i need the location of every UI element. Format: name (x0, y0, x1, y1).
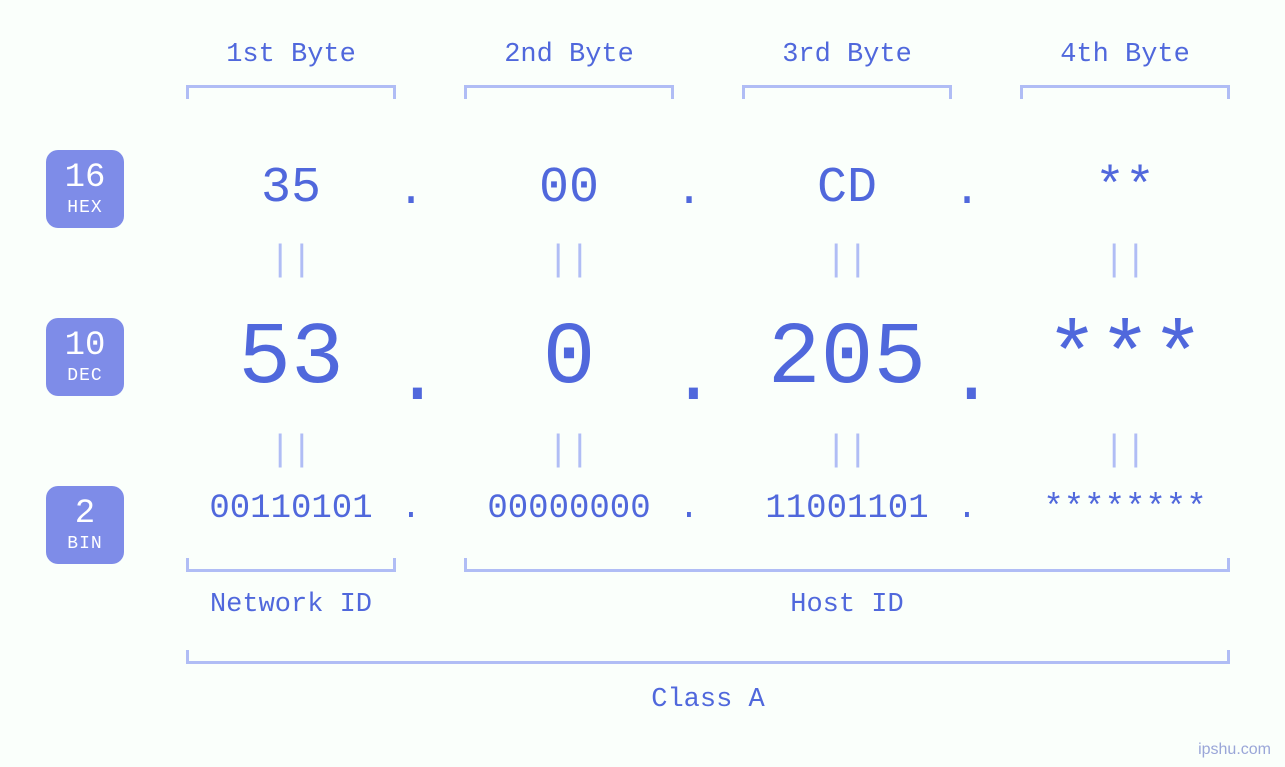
badge-bin-txt: BIN (67, 535, 102, 553)
eq-1-2: || (454, 240, 684, 281)
dec-byte-3: 205 (732, 310, 962, 409)
network-id-label: Network ID (176, 590, 406, 620)
bin-byte-4: ******** (1010, 490, 1240, 528)
ip-diagram: 16 HEX 10 DEC 2 BIN 1st Byte 2nd Byte 3r… (0, 0, 1285, 767)
badge-hex: 16 HEX (46, 150, 124, 228)
badge-dec-num: 10 (65, 329, 106, 363)
byte-header-4: 4th Byte (1010, 40, 1240, 70)
eq-2-4: || (1010, 430, 1240, 471)
top-bracket-1 (186, 85, 396, 99)
bin-dot-2: . (674, 490, 704, 528)
dec-byte-4: *** (1010, 310, 1240, 409)
badge-hex-txt: HEX (67, 199, 102, 217)
hex-dot-1: . (396, 165, 426, 217)
top-bracket-2 (464, 85, 674, 99)
eq-2-2: || (454, 430, 684, 471)
hex-dot-2: . (674, 165, 704, 217)
badge-bin: 2 BIN (46, 486, 124, 564)
watermark: ipshu.com (1198, 741, 1271, 759)
host-id-label: Host ID (454, 590, 1240, 620)
dec-dot-1: . (394, 335, 434, 423)
eq-2-3: || (732, 430, 962, 471)
byte-header-3: 3rd Byte (732, 40, 962, 70)
dec-dot-2: . (670, 335, 710, 423)
class-bracket (186, 650, 1230, 664)
byte-header-1: 1st Byte (176, 40, 406, 70)
dec-byte-2: 0 (454, 310, 684, 409)
hex-byte-3: CD (732, 160, 962, 217)
hex-byte-2: 00 (454, 160, 684, 217)
dec-dot-3: . (948, 335, 988, 423)
bin-byte-3: 11001101 (732, 490, 962, 528)
badge-bin-num: 2 (75, 497, 95, 531)
dec-byte-1: 53 (176, 310, 406, 409)
bin-byte-1: 00110101 (176, 490, 406, 528)
class-label: Class A (186, 685, 1230, 715)
badge-dec: 10 DEC (46, 318, 124, 396)
bin-dot-1: . (396, 490, 426, 528)
bin-byte-2: 00000000 (454, 490, 684, 528)
byte-header-2: 2nd Byte (454, 40, 684, 70)
host-bracket (464, 558, 1230, 572)
hex-byte-4: ** (1010, 160, 1240, 217)
eq-1-3: || (732, 240, 962, 281)
bin-dot-3: . (952, 490, 982, 528)
badge-hex-num: 16 (65, 161, 106, 195)
network-bracket (186, 558, 396, 572)
badge-dec-txt: DEC (67, 367, 102, 385)
eq-1-4: || (1010, 240, 1240, 281)
hex-byte-1: 35 (176, 160, 406, 217)
top-bracket-3 (742, 85, 952, 99)
hex-dot-3: . (952, 165, 982, 217)
eq-1-1: || (176, 240, 406, 281)
eq-2-1: || (176, 430, 406, 471)
top-bracket-4 (1020, 85, 1230, 99)
